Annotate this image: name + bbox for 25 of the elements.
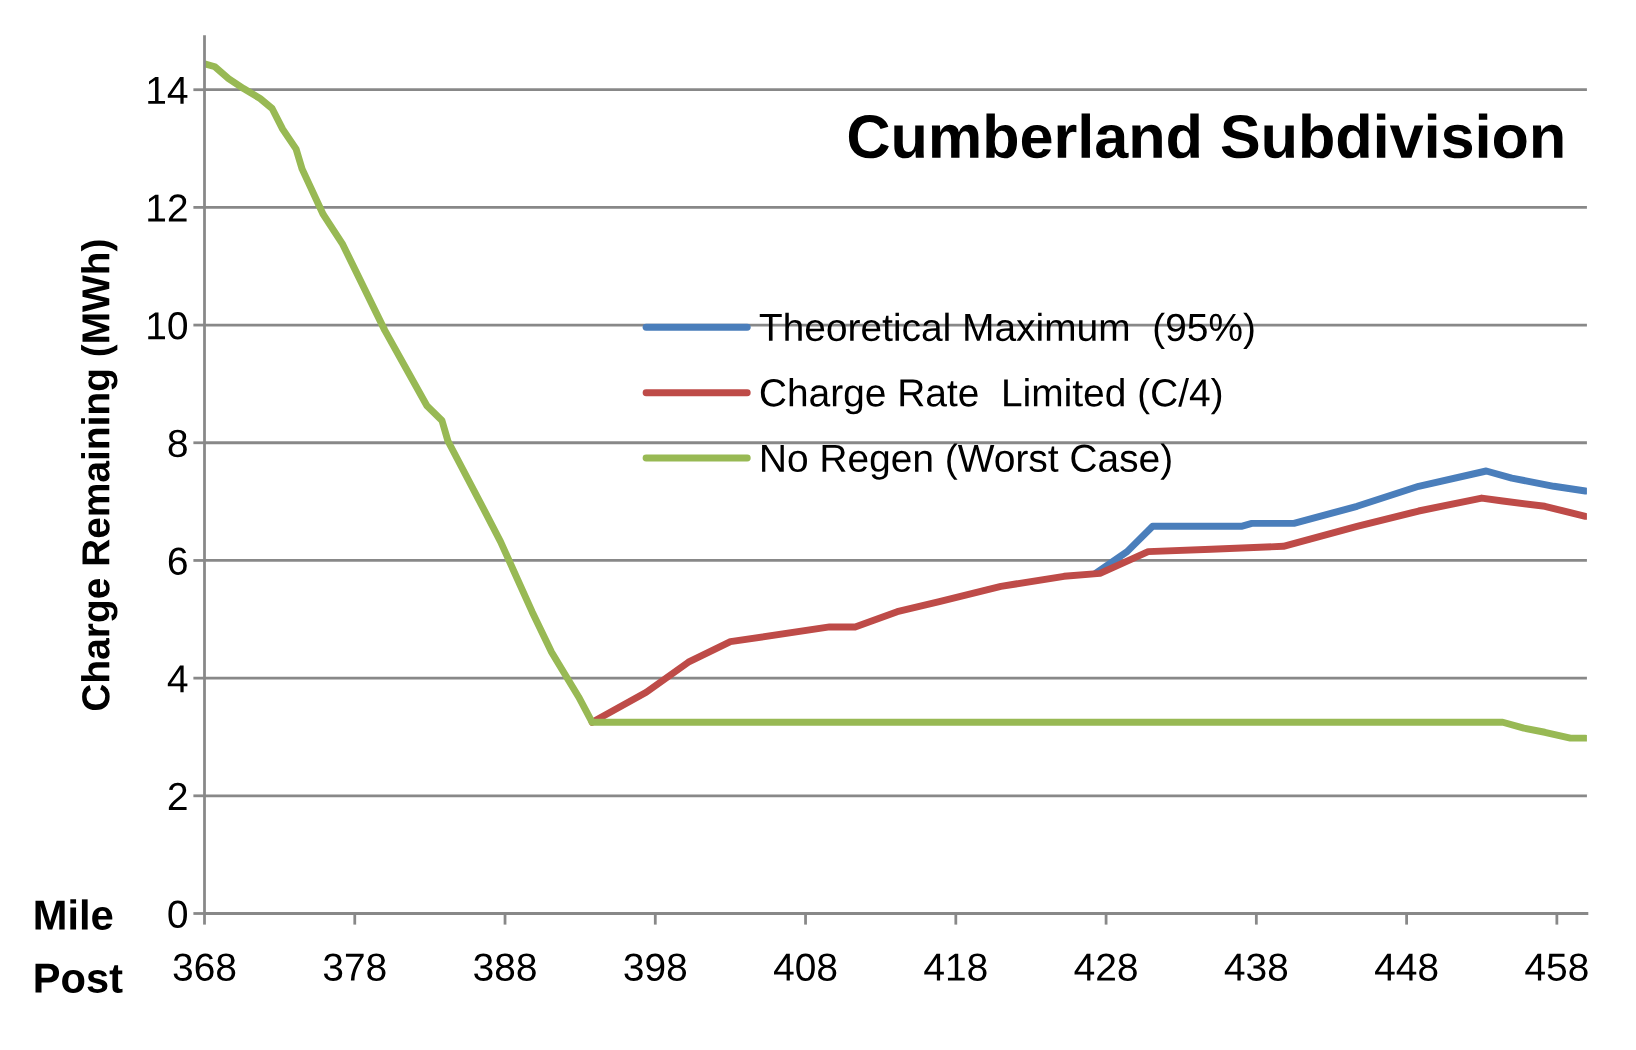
y-tick-label: 0 (168, 900, 188, 928)
x-tick-label: 408 (774, 953, 837, 981)
text: Mile (35, 899, 113, 930)
x-tick-label: 418 (924, 953, 987, 981)
x-tick-label: 428 (1074, 953, 1137, 981)
legend-label: Charge Rate Limited (C/4) (760, 378, 1222, 415)
x-tick-label: 398 (624, 953, 687, 981)
y-tick-label: 14 (148, 77, 188, 104)
y-tick-label: 12 (148, 194, 187, 222)
y-tick-label: 10 (148, 312, 188, 340)
x-tick-label: 368 (173, 953, 236, 981)
x-tick-label: 458 (1525, 953, 1588, 981)
legend-label: Theoretical Maximum (95%) (759, 312, 1254, 349)
y-axis-title: Charge Remaining (MWh) (81, 240, 118, 711)
x-tick-label: 438 (1224, 953, 1288, 981)
legend-label: No Regen (Worst Case) (762, 443, 1171, 480)
x-tick-label: 378 (323, 953, 386, 981)
x-tick-label: 388 (474, 953, 536, 981)
text: Cumberland Subdivision (848, 113, 1563, 159)
x-tick-label: 448 (1375, 953, 1438, 981)
y-tick-label: 6 (168, 547, 187, 575)
y-tick-label: 2 (168, 782, 187, 810)
text: Post (35, 963, 123, 993)
y-tick-label: 4 (167, 665, 188, 693)
y-tick-label: 8 (168, 429, 187, 458)
